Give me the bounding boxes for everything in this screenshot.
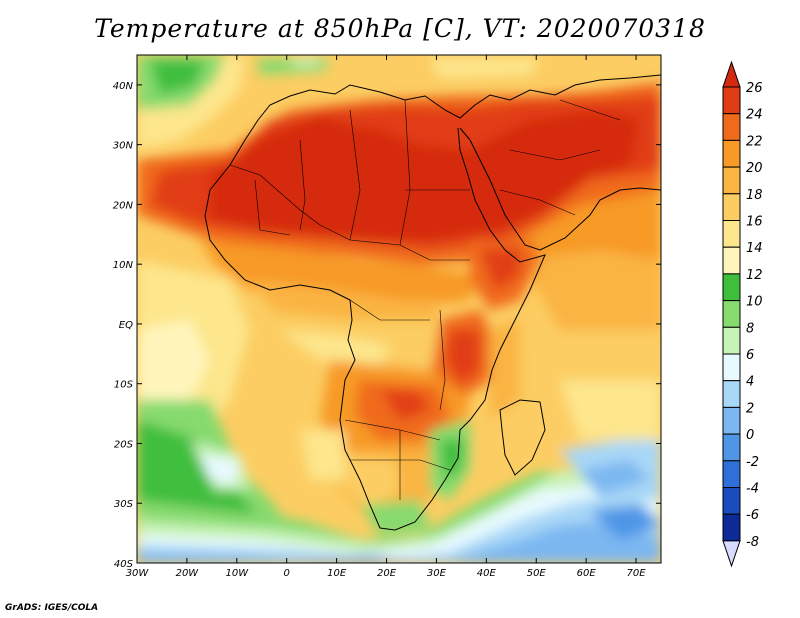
x-tick-label: 10W — [225, 568, 249, 579]
colorbar-label: 6 — [746, 348, 754, 363]
colorbar-segment — [722, 86, 741, 115]
colorbar-under-triangle — [722, 540, 741, 568]
colorbar-segment — [722, 139, 741, 168]
colorbar-label: 14 — [746, 241, 763, 256]
colorbar-label: 22 — [746, 134, 763, 149]
x-tick-label: 30E — [427, 568, 447, 579]
colorbar-segment — [722, 380, 741, 408]
colorbar-segment — [722, 353, 741, 382]
x-tick-label: 30W — [126, 568, 150, 579]
x-tick-label: 10E — [327, 568, 347, 579]
y-tick-label: 20S — [114, 439, 134, 450]
colorbar-label: 12 — [746, 268, 763, 283]
colorbar-over-triangle — [722, 60, 741, 88]
colorbar-label: 2 — [746, 401, 754, 416]
country-borders — [229, 99, 621, 500]
x-tick-label: 60E — [577, 568, 597, 579]
colorbar-label: -4 — [746, 482, 759, 497]
y-tick-label: 40N — [113, 81, 134, 92]
y-tick-label: 20N — [113, 200, 134, 211]
x-tick-label: 20E — [377, 568, 397, 579]
colorbar-label: -8 — [746, 535, 759, 550]
colorbar-label: 10 — [746, 295, 763, 310]
coastlines — [204, 74, 661, 531]
y-tick-label: 10S — [114, 380, 134, 391]
colorbar-segment — [722, 220, 741, 248]
colorbar-label: -6 — [746, 508, 759, 523]
colorbar-label: 16 — [746, 215, 763, 230]
colorbar-segment — [722, 460, 741, 488]
colorbar-segment — [722, 433, 741, 462]
colorbar-segment — [722, 246, 741, 275]
colorbar-segment — [722, 406, 741, 435]
x-tick-label: 0 — [284, 568, 290, 579]
colorbar-label: 18 — [746, 188, 763, 203]
colorbar-segment — [722, 326, 741, 355]
colorbar-segment — [722, 166, 741, 195]
colorbar-label: 26 — [746, 81, 763, 96]
colorbar-label: 20 — [746, 161, 763, 176]
x-tick-label: 50E — [527, 568, 547, 579]
temperature-field — [137, 55, 661, 563]
plot-frame — [136, 54, 662, 564]
colorbar-segment — [722, 193, 741, 222]
y-tick-label: 30S — [114, 499, 134, 510]
y-tick-label: 40S — [114, 559, 134, 570]
colorbar-segment — [722, 513, 741, 542]
colorbar-label: 0 — [746, 428, 754, 443]
map-title: Temperature at 850hPa [C], VT: 202007031… — [94, 14, 706, 43]
colorbar-segment — [722, 273, 741, 302]
colorbar-segment — [722, 300, 741, 328]
x-tick-label: 70E — [627, 568, 647, 579]
y-tick-label: 10N — [113, 260, 134, 271]
colorbar-segment — [722, 487, 741, 515]
colorbar-label: -2 — [746, 455, 759, 470]
x-axis: 30W 20W 10W 0 10E 20E 30E 40E 50E 60E 70E — [126, 55, 647, 579]
colorbar-segment — [722, 113, 741, 141]
y-axis: 40N 30N 20N 10N EQ 10S 20S 30S 40S — [113, 81, 661, 570]
credit-label: GrADS: IGES/COLA — [5, 603, 99, 613]
y-tick-label: 30N — [113, 141, 134, 152]
colorbar-label: 8 — [746, 321, 754, 336]
x-tick-label: 40E — [477, 568, 497, 579]
x-tick-label: 20W — [176, 568, 200, 579]
y-tick-label: EQ — [119, 320, 133, 331]
colorbar-label: 24 — [746, 108, 763, 123]
colorbar-label: 4 — [746, 375, 754, 390]
